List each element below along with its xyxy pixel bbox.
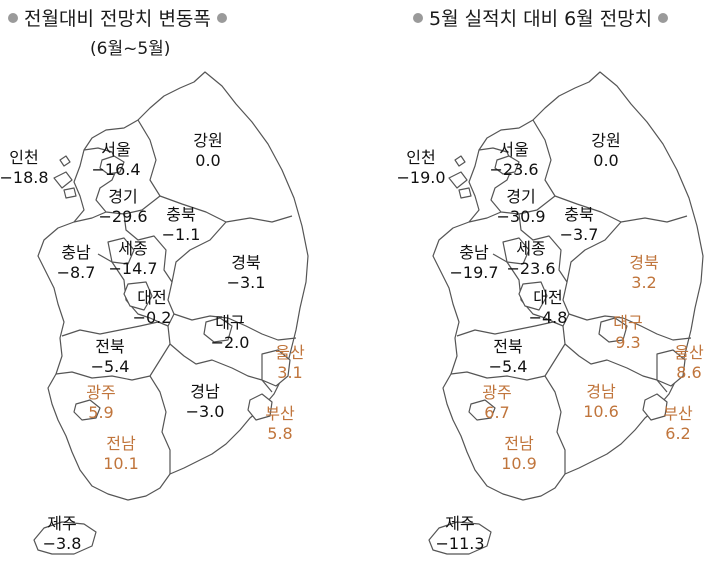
border-gyeongbuk [566, 221, 692, 341]
jeju-island [33, 521, 97, 555]
border-busan [247, 393, 273, 421]
region-gyeongbuk: 경북 −3.1 [226, 253, 266, 292]
region-ulsan: 울산 3.1 [275, 343, 305, 382]
region-busan: 부산 6.2 [663, 404, 693, 443]
left-panel-subtitle: (6월~5월) [90, 39, 171, 59]
region-gwangju: 광주 5.9 [86, 383, 116, 422]
bullet-icon [658, 13, 669, 23]
region-chungbuk: 충북 −1.1 [161, 205, 201, 244]
border-ulsan [261, 349, 291, 387]
right-map-panel: 5월 실적치 대비 6월 전망치 인천 −19.0 서울 −2 [355, 0, 709, 562]
border-gyeongbuk [171, 221, 297, 341]
region-daejeon: 대전 −4.8 [528, 288, 568, 327]
border-sejong [107, 237, 135, 265]
border-ulsan [656, 349, 686, 387]
region-busan: 부산 5.8 [265, 404, 295, 443]
border-busan [642, 393, 668, 421]
region-jeonbuk: 전북 −5.4 [90, 337, 130, 376]
left-panel-title: 전월대비 전망치 변동폭 [2, 4, 233, 31]
incheon-island [59, 155, 71, 167]
border-daegu [598, 317, 628, 343]
region-gyeongnam: 경남 10.6 [583, 382, 619, 421]
border-gyeonggi [478, 147, 556, 215]
region-gyeongnam: 경남 −3.0 [185, 382, 225, 421]
mainland-outline [432, 71, 704, 501]
region-daejeon: 대전 −0.2 [132, 288, 172, 327]
region-gyeonggi: 경기 −30.9 [496, 187, 546, 226]
border-sejong [502, 237, 530, 265]
region-chungbuk: 충북 −3.7 [559, 205, 599, 244]
incheon-island [63, 187, 77, 199]
bullet-icon [8, 13, 18, 23]
right-panel-title: 5월 실적치 대비 6월 전망치 [407, 4, 674, 31]
border-gwangju [73, 399, 101, 421]
border-gyeongnam [544, 343, 668, 474]
bullet-icon [413, 13, 423, 23]
region-sejong: 세종 −14.7 [108, 239, 158, 278]
incheon-island [53, 171, 73, 189]
incheon-island [448, 171, 468, 189]
border-gwangju [468, 399, 496, 421]
korea-map-left [33, 71, 309, 555]
incheon-island [454, 155, 466, 167]
region-chungnam: 충남 −8.7 [56, 243, 96, 282]
region-gyeongbuk: 경북 3.2 [629, 253, 659, 292]
border-chungbuk [518, 213, 570, 327]
region-seoul: 서울 −23.6 [489, 140, 539, 179]
region-jeonnam: 전남 10.1 [103, 434, 139, 473]
border-seoul [99, 155, 125, 175]
left-map-panel: 전월대비 전망치 변동폭 (6월~5월) [0, 0, 354, 562]
border-gyeonggi [83, 147, 161, 215]
region-jeju: 제주 −3.8 [42, 514, 82, 553]
region-jeju: 제주 −11.3 [435, 514, 485, 553]
region-incheon: 인천 −19.0 [396, 148, 446, 187]
region-jeonbuk: 전북 −5.4 [488, 337, 528, 376]
jeju-island [428, 521, 492, 555]
border-daegu [203, 317, 233, 343]
region-jeonnam: 전남 10.9 [501, 434, 537, 473]
region-seoul: 서울 −16.4 [91, 140, 141, 179]
region-daegu: 대구 −2.0 [210, 313, 250, 352]
border-chungbuk [123, 213, 175, 327]
border-gangwon [137, 119, 293, 223]
region-gangwon: 강원 0.0 [193, 131, 223, 170]
region-sejong: 세종 −23.6 [506, 239, 556, 278]
region-chungnam: 충남 −19.7 [449, 243, 499, 282]
region-incheon: 인천 −18.8 [0, 148, 49, 187]
incheon-island [458, 187, 472, 199]
region-gyeonggi: 경기 −29.6 [98, 187, 148, 226]
region-gangwon: 강원 0.0 [591, 131, 621, 170]
border-gangwon [532, 119, 688, 223]
korea-map-right [428, 71, 704, 555]
border-seoul [494, 155, 520, 175]
region-gwangju: 광주 6.7 [482, 383, 512, 422]
bullet-icon [216, 13, 227, 23]
border-gyeongnam [149, 343, 273, 474]
region-daegu: 대구 9.3 [613, 313, 643, 352]
region-ulsan: 울산 8.6 [674, 343, 704, 382]
border-daejeon [518, 281, 548, 311]
border-daejeon [123, 281, 153, 311]
mainland-outline [37, 71, 309, 501]
